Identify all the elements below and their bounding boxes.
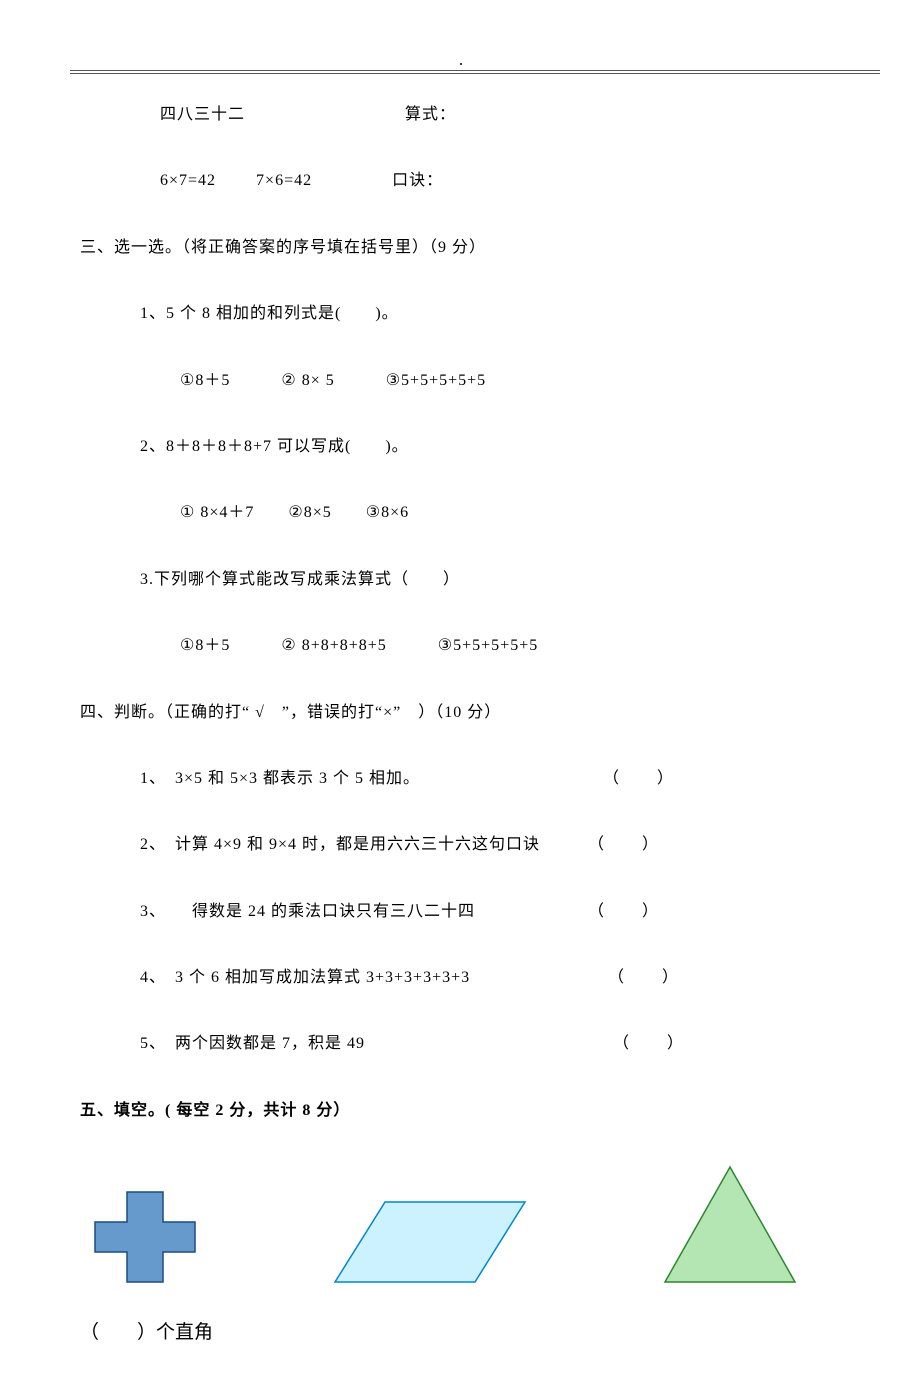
s4-q2: 2、 计算 4×9 和 9×4 时，都是用六六三十六这句口诀 xyxy=(140,830,540,860)
s4-q4: 4、 3 个 6 相加写成加法算式 3+3+3+3+3+3 xyxy=(140,963,470,993)
phrase-4832: 四八三十二 xyxy=(160,106,245,123)
line-6x7: 6×7=42 7×6=42 口诀： xyxy=(80,166,840,196)
s3-q1: 1、5 个 8 相加的和列式是( )。 xyxy=(80,299,840,329)
s4-q1-row: 1、 3×5 和 5×3 都表示 3 个 5 相加。 （ ） xyxy=(80,764,840,794)
shape-triangle xyxy=(660,1162,800,1287)
section5-heading: 五、填空。( 每空 2 分，共计 8 分） xyxy=(80,1096,840,1126)
eq-7x6: 7×6=42 xyxy=(256,172,312,189)
s3-q1-opts: ①8＋5 ② 8× 5 ③5+5+5+5+5 xyxy=(80,366,840,396)
label-koujue: 口诀： xyxy=(392,172,443,189)
s4-q1-paren: （ ） xyxy=(603,764,675,794)
s4-q3-row: 3、 得数是 24 的乘法口诀只有三八二十四 （ ） xyxy=(80,897,840,927)
s4-q5-row: 5、 两个因数都是 7，积是 49 （ ） xyxy=(80,1029,840,1059)
s5-answer1: （ ）个直角 xyxy=(80,1317,840,1344)
worksheet-page: 四八三十二 算式： 6×7=42 7×6=42 口诀： 三、选一选。（将正确答案… xyxy=(0,0,920,1384)
s4-q1: 1、 3×5 和 5×3 都表示 3 个 5 相加。 xyxy=(140,764,420,794)
s3-q3: 3.下列哪个算式能改写成乘法算式（ ） xyxy=(80,565,840,595)
s3-q3-opts: ①8＋5 ② 8+8+8+8+5 ③5+5+5+5+5 xyxy=(80,631,840,661)
shapes-row xyxy=(80,1162,840,1287)
cross-polygon xyxy=(95,1192,195,1282)
shape-parallelogram xyxy=(330,1197,530,1287)
eq-6x7: 6×7=42 xyxy=(160,172,216,189)
s4-q5: 5、 两个因数都是 7，积是 49 xyxy=(140,1029,365,1059)
label-suanshi: 算式： xyxy=(405,106,456,123)
shape-cross xyxy=(90,1187,200,1287)
s4-q2-row: 2、 计算 4×9 和 9×4 时，都是用六六三十六这句口诀 （ ） xyxy=(80,830,840,860)
s4-q3: 3、 得数是 24 的乘法口诀只有三八二十四 xyxy=(140,897,475,927)
s4-q4-paren: （ ） xyxy=(608,963,680,993)
s4-q4-row: 4、 3 个 6 相加写成加法算式 3+3+3+3+3+3 （ ） xyxy=(80,963,840,993)
s4-q5-paren: （ ） xyxy=(613,1029,685,1059)
parallelogram-polygon xyxy=(335,1202,525,1282)
s3-q2: 2、8＋8＋8＋8+7 可以写成( )。 xyxy=(80,432,840,462)
content: 四八三十二 算式： 6×7=42 7×6=42 口诀： 三、选一选。（将正确答案… xyxy=(60,100,860,1344)
section3-heading: 三、选一选。（将正确答案的序号填在括号里）（9 分） xyxy=(80,233,840,263)
triangle-polygon xyxy=(665,1167,795,1282)
page-dot xyxy=(460,63,462,65)
line-sibasan: 四八三十二 算式： xyxy=(80,100,840,130)
section4-heading: 四、判断。（正确的打“ √ ”，错误的打“×” ）（10 分） xyxy=(80,698,840,728)
s4-q3-paren: （ ） xyxy=(588,897,660,927)
s4-q2-paren: （ ） xyxy=(588,830,660,860)
top-rule xyxy=(70,70,880,74)
s3-q2-opts: ① 8×4＋7 ②8×5 ③8×6 xyxy=(80,498,840,528)
